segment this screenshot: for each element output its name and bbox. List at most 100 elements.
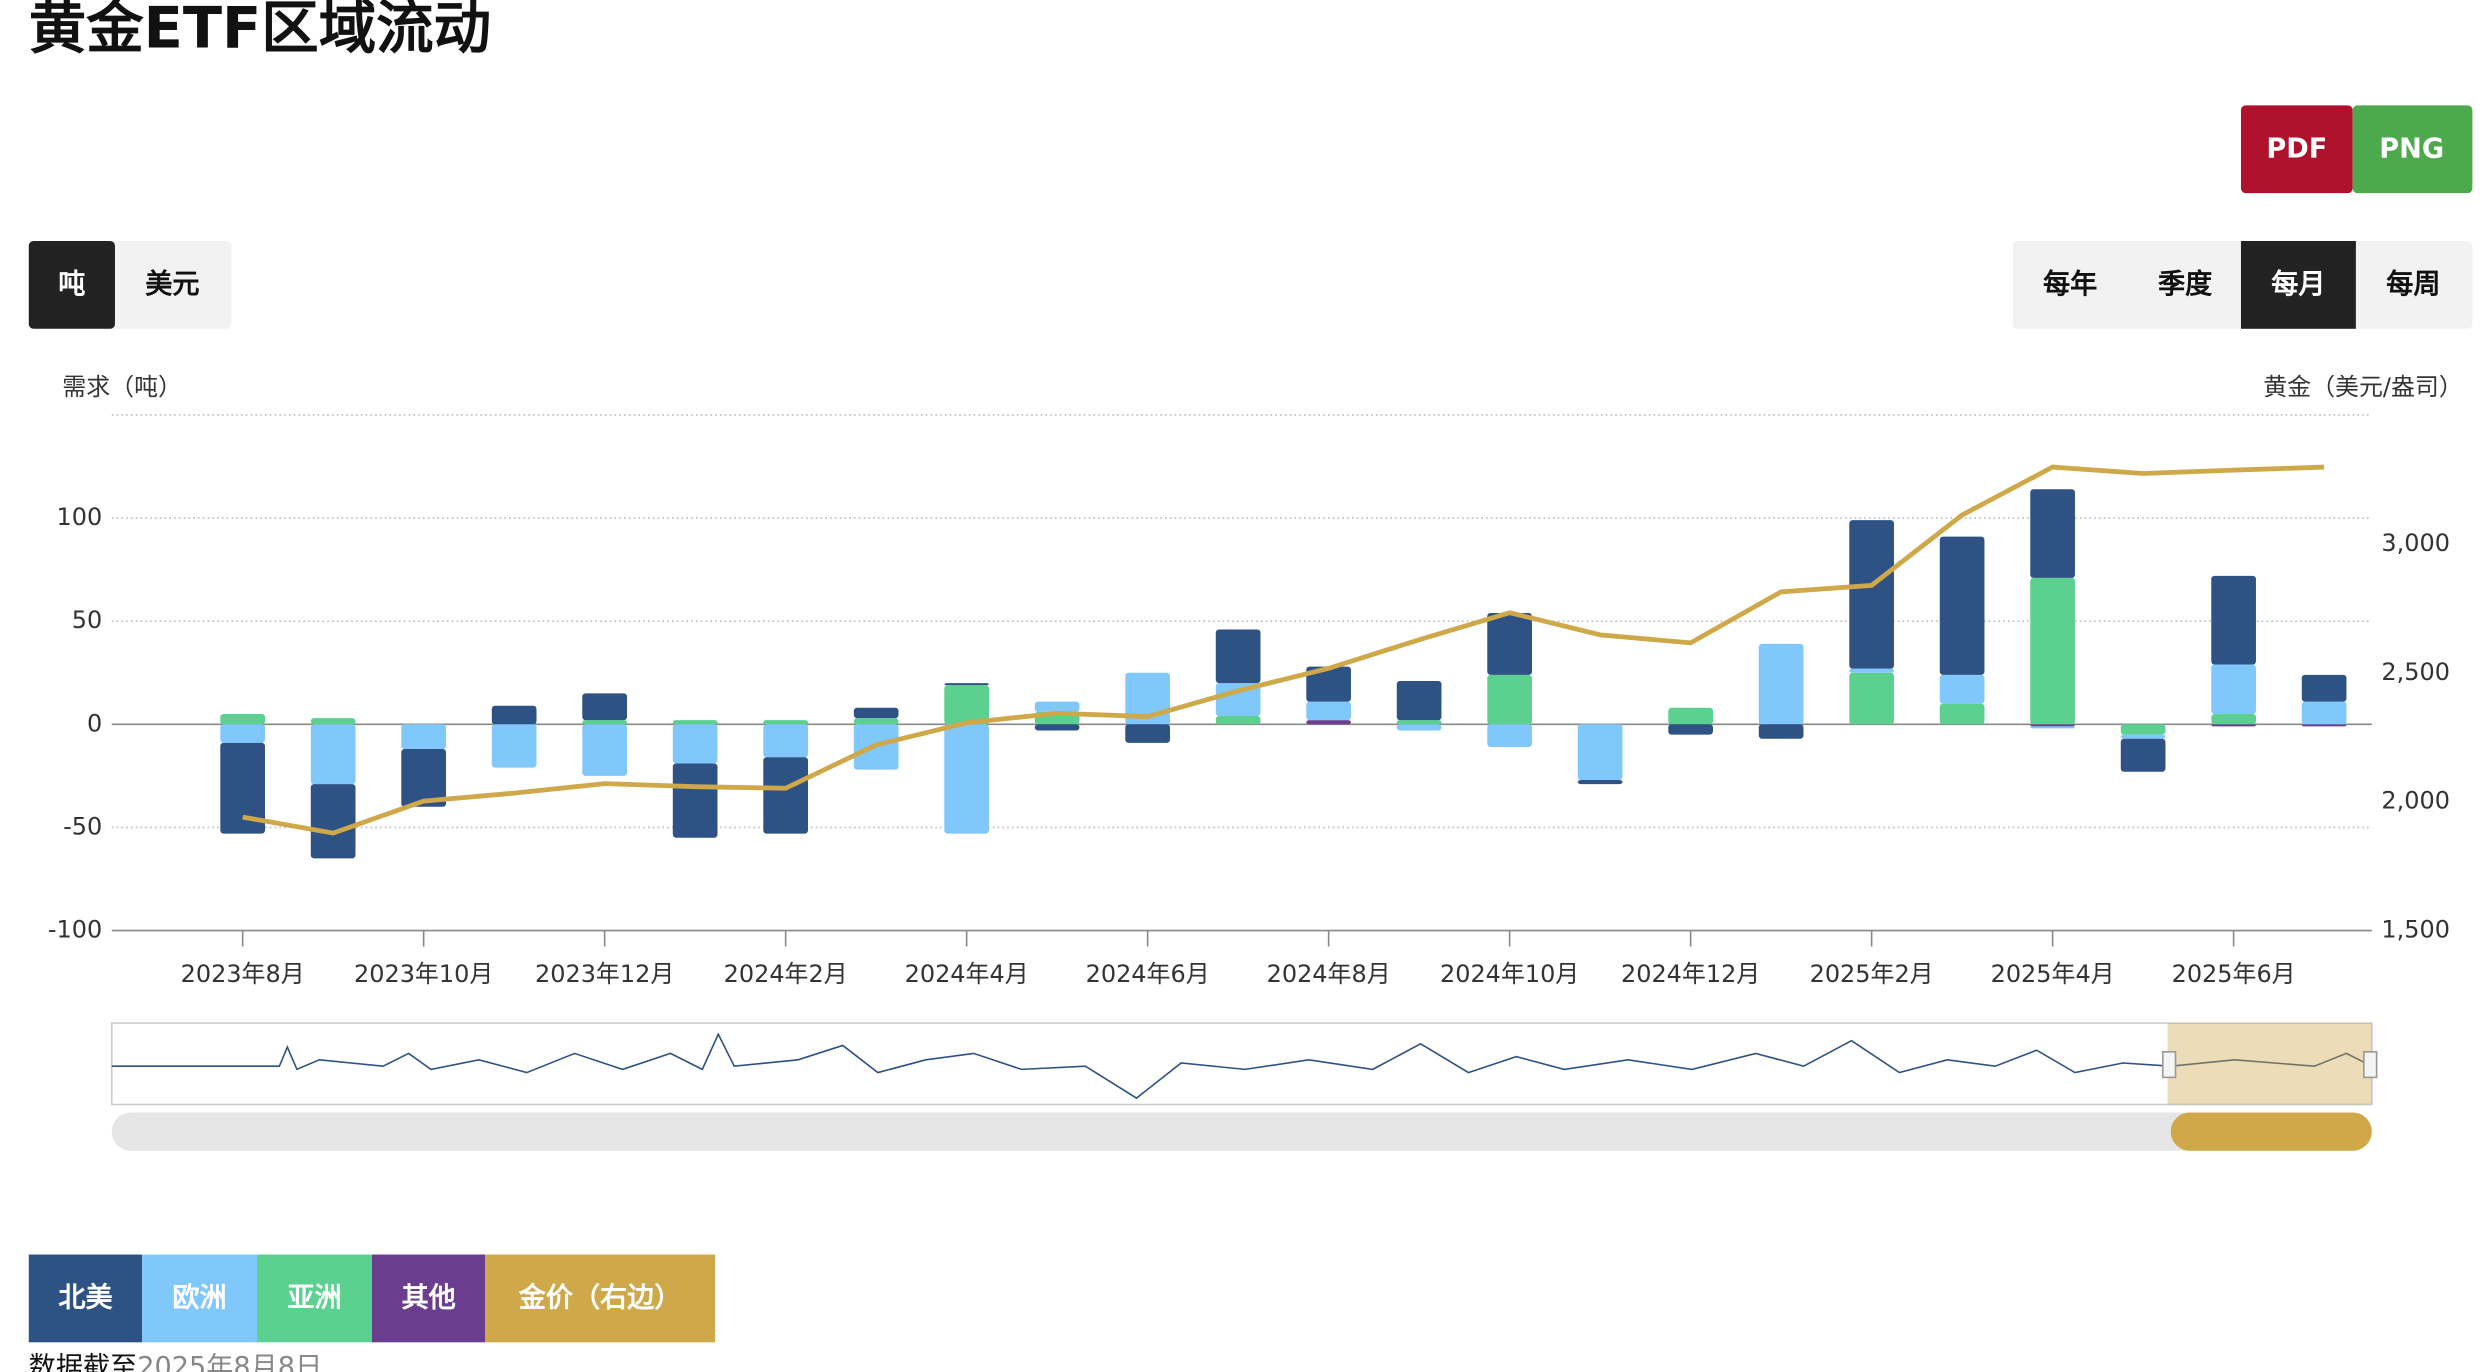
bar-segment bbox=[1939, 703, 1985, 725]
legend-item[interactable]: 北美 bbox=[28, 1254, 143, 1343]
bar-segment bbox=[2301, 674, 2347, 702]
bar-segment bbox=[763, 724, 808, 758]
unit-button[interactable]: 吨 bbox=[28, 241, 115, 329]
period-button[interactable]: 每月 bbox=[2240, 241, 2356, 329]
bar-segment bbox=[491, 724, 537, 768]
y-tick-label: 100 bbox=[56, 503, 102, 531]
bar-segment bbox=[1215, 629, 1261, 684]
legend-label: 金价（右边） bbox=[518, 1282, 682, 1314]
bar-segment bbox=[1215, 716, 1261, 725]
bar-segment bbox=[944, 724, 989, 834]
button-label: 美元 bbox=[145, 268, 199, 300]
bar-segment bbox=[2301, 701, 2347, 725]
y-tick-label: 50 bbox=[72, 606, 102, 634]
bar-segment bbox=[310, 724, 356, 785]
bar-segment bbox=[1487, 724, 1532, 747]
bar-segment bbox=[1758, 643, 1804, 725]
x-tick-label: 2025年4月 bbox=[1991, 960, 2115, 988]
button-label: PNG bbox=[2379, 134, 2444, 165]
button-label: PDF bbox=[2266, 134, 2327, 165]
x-tick-label: 2024年6月 bbox=[1086, 960, 1210, 988]
y-tick-label: 0 bbox=[87, 709, 102, 737]
png-button[interactable]: PNG bbox=[2352, 105, 2473, 194]
y-tick-label: -100 bbox=[48, 916, 102, 944]
bar-segment bbox=[491, 705, 537, 725]
legend-item[interactable]: 亚洲 bbox=[257, 1254, 372, 1343]
bar-segment bbox=[310, 784, 356, 859]
x-tick-label: 2023年8月 bbox=[181, 960, 305, 988]
y2-tick-label: 2,000 bbox=[2381, 787, 2450, 815]
bar-segment bbox=[1306, 666, 1351, 702]
unit-button[interactable]: 美元 bbox=[145, 268, 199, 300]
legend-item[interactable]: 欧洲 bbox=[142, 1254, 258, 1343]
y2-axis-title: 黄金（美元/盎司） bbox=[2263, 373, 2463, 401]
bar-segment bbox=[1306, 720, 1351, 725]
pdf-button[interactable]: PDF bbox=[2240, 105, 2353, 194]
bar-segment bbox=[2120, 734, 2166, 739]
legend-item[interactable]: 金价（右边） bbox=[485, 1254, 716, 1343]
bar-segment bbox=[2120, 738, 2166, 772]
bar-segment bbox=[2120, 724, 2166, 735]
bar-segment bbox=[1577, 724, 1623, 780]
y-axis-title: 需求（吨） bbox=[62, 373, 182, 401]
x-tick-label: 2024年2月 bbox=[724, 960, 848, 988]
bar-segment bbox=[1758, 724, 1804, 739]
bar-segment bbox=[2030, 724, 2075, 727]
navigator[interactable] bbox=[110, 1022, 2378, 1151]
bar-segment bbox=[310, 718, 356, 725]
button-label: 吨 bbox=[58, 269, 85, 300]
bar-segment bbox=[2301, 724, 2347, 727]
bar-segment bbox=[1215, 683, 1261, 717]
period-button[interactable]: 季度 bbox=[2158, 268, 2213, 300]
bar-segment bbox=[1939, 536, 1985, 675]
bar-segment bbox=[944, 685, 989, 725]
bar-segment bbox=[1849, 672, 1894, 725]
x-tick-label: 2024年10月 bbox=[1440, 960, 1579, 988]
bar-segment bbox=[1306, 701, 1351, 721]
bar-segment bbox=[2211, 575, 2256, 665]
bar-segment bbox=[220, 742, 265, 834]
x-tick-label: 2025年2月 bbox=[1810, 960, 1934, 988]
bar-segment bbox=[2211, 664, 2256, 714]
bar-segment bbox=[401, 749, 446, 807]
x-tick-label: 2024年4月 bbox=[905, 960, 1029, 988]
bar-segment bbox=[763, 720, 808, 725]
bar-segment bbox=[944, 683, 989, 686]
bar-segment bbox=[2030, 489, 2075, 578]
legend-swatch bbox=[371, 1254, 486, 1343]
bar-segment bbox=[1396, 724, 1442, 731]
bar-segment bbox=[582, 720, 627, 725]
bar-segment bbox=[2030, 577, 2075, 725]
bar-segment bbox=[1034, 724, 1080, 731]
legend-label: 欧洲 bbox=[172, 1283, 226, 1314]
bar-segment bbox=[1668, 707, 1713, 725]
button-label: 每周 bbox=[2386, 268, 2440, 300]
bar-segment bbox=[582, 724, 627, 776]
button-label: 季度 bbox=[2158, 268, 2213, 300]
page-title: 黄金ETF区域流动 bbox=[29, 0, 491, 62]
bar-segment bbox=[1849, 668, 1894, 673]
period-button[interactable]: 每周 bbox=[2386, 268, 2440, 300]
footer-label: 数据截至 bbox=[29, 1351, 138, 1372]
x-tick-label: 2024年12月 bbox=[1621, 960, 1760, 988]
price-line bbox=[242, 464, 2325, 836]
legend-label: 北美 bbox=[58, 1282, 113, 1314]
y2-tick-label: 2,500 bbox=[2381, 658, 2450, 686]
legend-swatch bbox=[142, 1254, 258, 1343]
footer-date: 2025年8月8日 bbox=[137, 1351, 322, 1372]
bar-segment bbox=[1487, 674, 1532, 725]
bar-segment bbox=[582, 693, 627, 721]
bar-segment bbox=[853, 707, 899, 719]
legend-item[interactable]: 其他 bbox=[371, 1254, 486, 1343]
bar-segment bbox=[2030, 726, 2075, 729]
period-button[interactable]: 每年 bbox=[2043, 268, 2097, 300]
bar-segment bbox=[1487, 612, 1532, 675]
bar-segment bbox=[2211, 713, 2256, 725]
bar-segment bbox=[1396, 720, 1442, 725]
bar-segment bbox=[401, 724, 446, 750]
x-tick-label: 2025年6月 bbox=[2172, 960, 2296, 988]
legend-label: 亚洲 bbox=[287, 1283, 341, 1314]
bar-segment bbox=[220, 724, 265, 743]
